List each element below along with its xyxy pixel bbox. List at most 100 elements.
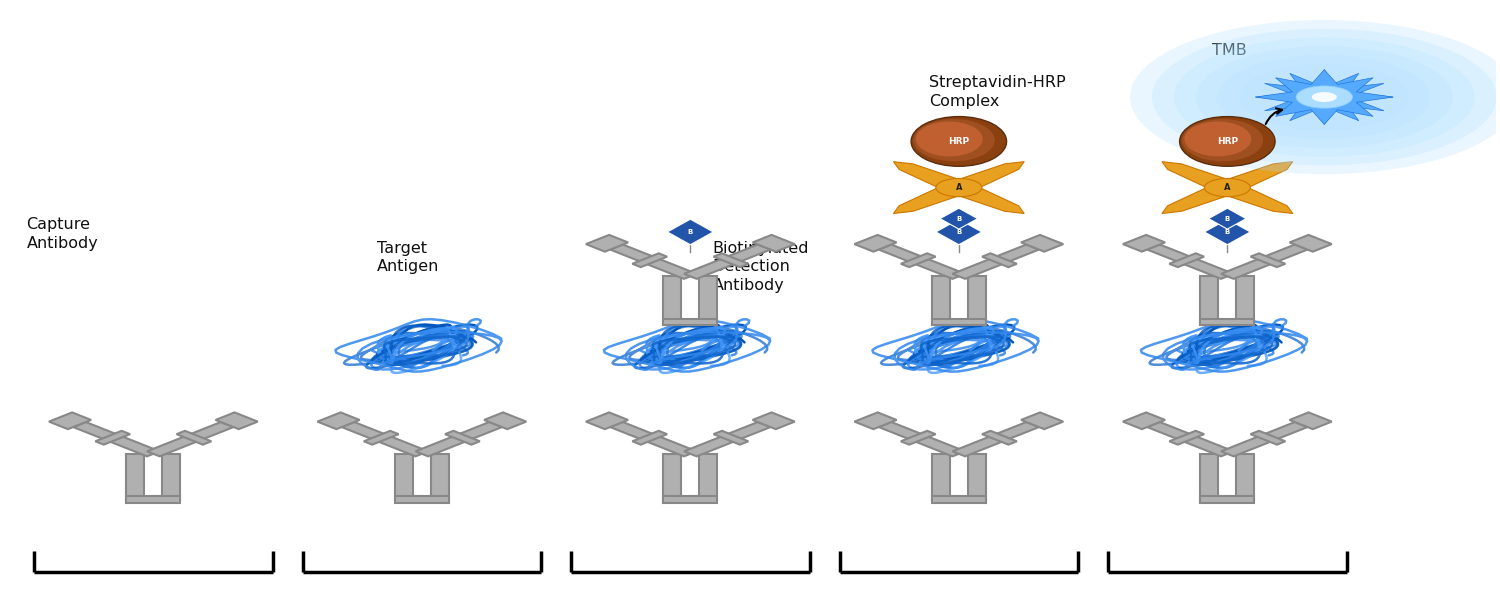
Polygon shape [753,235,795,251]
Polygon shape [942,161,1024,194]
Polygon shape [318,412,360,429]
Polygon shape [684,422,771,457]
Polygon shape [484,412,526,429]
Polygon shape [416,422,503,457]
Polygon shape [894,181,975,214]
Polygon shape [968,454,986,501]
Polygon shape [1200,454,1218,501]
Ellipse shape [1179,116,1275,166]
Polygon shape [952,245,1040,279]
Text: TMB: TMB [1212,43,1246,58]
Circle shape [1196,46,1452,148]
Polygon shape [1256,70,1394,124]
Ellipse shape [1182,119,1263,161]
Polygon shape [714,253,748,267]
Polygon shape [126,454,144,501]
Polygon shape [610,422,696,457]
Text: Biotinylated
Detection
Antibody: Biotinylated Detection Antibody [712,241,809,293]
Polygon shape [342,422,427,457]
Polygon shape [1124,235,1166,251]
Polygon shape [668,219,714,245]
Polygon shape [1204,219,1251,245]
Polygon shape [952,422,1040,457]
Polygon shape [879,422,965,457]
Circle shape [1130,20,1500,174]
Polygon shape [1290,235,1332,251]
Text: Target
Antigen: Target Antigen [376,241,440,274]
Ellipse shape [916,122,982,157]
Text: B: B [687,229,693,235]
Polygon shape [879,245,965,279]
Circle shape [1218,55,1431,139]
Polygon shape [162,454,180,501]
Polygon shape [1221,245,1308,279]
Circle shape [1152,29,1497,166]
Polygon shape [1290,412,1332,429]
Text: HRP: HRP [948,137,969,146]
Polygon shape [699,277,717,323]
Polygon shape [1022,412,1064,429]
Circle shape [1239,64,1408,131]
Polygon shape [1251,253,1286,267]
Polygon shape [699,454,717,501]
Polygon shape [633,253,668,267]
Polygon shape [177,431,212,445]
Polygon shape [932,454,950,501]
Circle shape [936,178,982,197]
Ellipse shape [914,119,995,161]
Polygon shape [446,431,480,445]
Polygon shape [1124,412,1166,429]
Polygon shape [1148,245,1233,279]
Polygon shape [96,431,130,445]
Polygon shape [932,496,986,503]
Polygon shape [684,245,771,279]
Text: B: B [956,215,962,221]
Polygon shape [940,208,978,229]
Text: B: B [1224,229,1230,235]
Polygon shape [968,277,986,323]
Polygon shape [932,277,950,323]
Polygon shape [982,431,1017,445]
Polygon shape [663,496,717,503]
Polygon shape [1221,422,1308,457]
Text: B: B [1224,215,1230,221]
Polygon shape [982,253,1017,267]
Polygon shape [936,219,982,245]
Polygon shape [394,454,412,501]
Polygon shape [1170,253,1204,267]
Text: HRP: HRP [1216,137,1237,146]
Polygon shape [1162,161,1244,194]
Polygon shape [216,412,258,429]
Polygon shape [855,412,897,429]
Polygon shape [753,412,795,429]
Polygon shape [902,431,936,445]
Text: A: A [956,183,962,192]
Polygon shape [1200,277,1218,323]
Polygon shape [663,454,681,501]
Polygon shape [1236,454,1254,501]
Polygon shape [1210,181,1293,214]
Polygon shape [714,431,748,445]
Polygon shape [586,235,628,251]
Polygon shape [1200,319,1254,325]
Text: Streptavidin-HRP
Complex: Streptavidin-HRP Complex [928,75,1065,109]
Polygon shape [364,431,399,445]
Polygon shape [1022,235,1064,251]
Polygon shape [1236,277,1254,323]
Polygon shape [610,245,696,279]
Circle shape [1296,86,1353,108]
Polygon shape [126,496,180,503]
Circle shape [1174,37,1474,157]
Polygon shape [1148,422,1233,457]
Polygon shape [74,422,159,457]
Circle shape [1312,92,1336,102]
Polygon shape [586,412,628,429]
Ellipse shape [910,116,1007,166]
Circle shape [1204,178,1251,197]
Polygon shape [663,319,717,325]
Polygon shape [1256,70,1394,124]
Polygon shape [1170,431,1204,445]
Polygon shape [663,277,681,323]
Polygon shape [1251,431,1286,445]
Polygon shape [1162,181,1244,214]
